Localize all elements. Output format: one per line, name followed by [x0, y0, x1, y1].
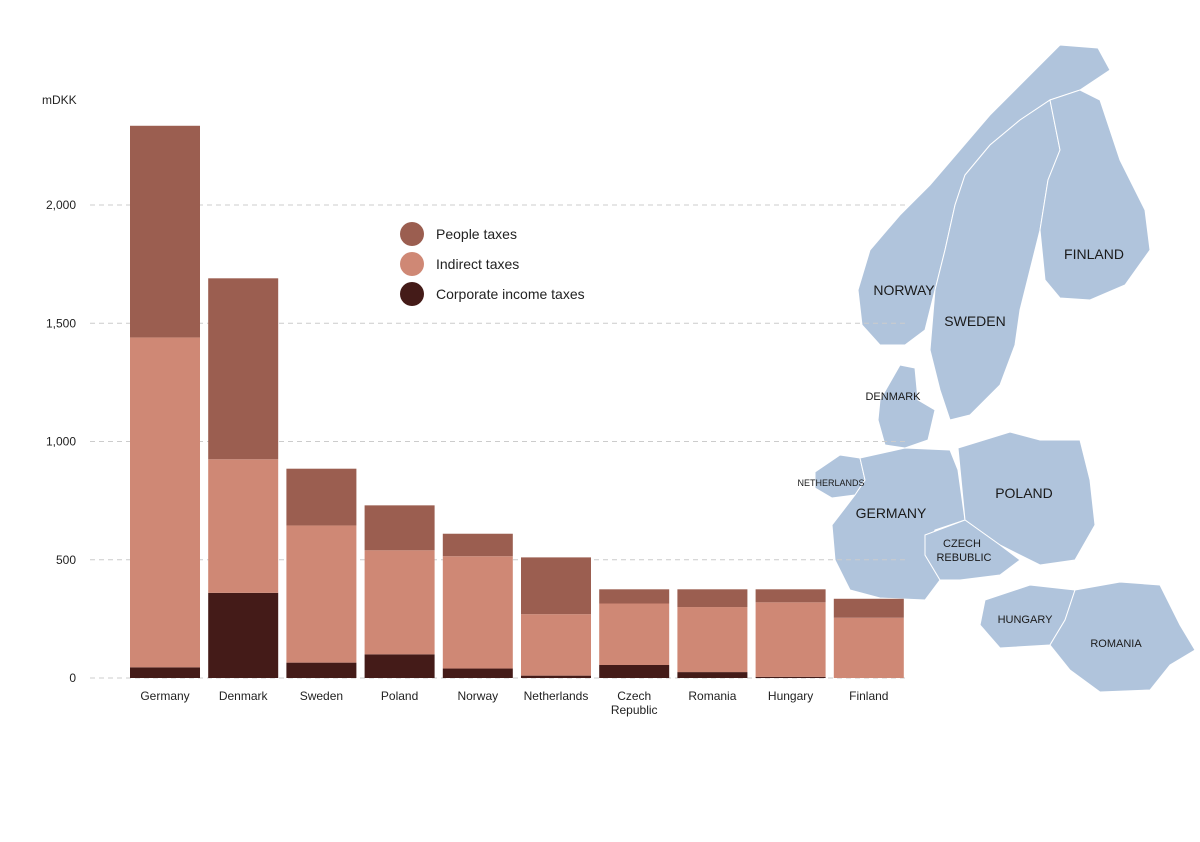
- legend-swatch: [400, 252, 424, 276]
- map-czech: [924, 519, 1021, 581]
- x-tick-label: Czech: [617, 689, 651, 703]
- bar-segment: [599, 603, 670, 665]
- bar-segment: [130, 125, 200, 338]
- map-denmark: [877, 364, 936, 449]
- bar-segment: [599, 589, 670, 604]
- map-label-norway: NORWAY: [873, 282, 935, 298]
- map-label-czech-line1: CZECH: [943, 538, 981, 550]
- bar-segment: [755, 589, 826, 603]
- bar-segment: [286, 525, 357, 663]
- legend-label: Corporate income taxes: [436, 286, 585, 302]
- map-label-denmark: DENMARK: [865, 391, 921, 403]
- legend-label: Indirect taxes: [436, 256, 519, 272]
- legend-label: People taxes: [436, 226, 517, 242]
- bar-segment: [677, 589, 748, 608]
- map-finland: [1039, 89, 1151, 301]
- bar-segment: [833, 598, 904, 618]
- y-unit-label: mDKK: [42, 93, 77, 107]
- x-tick-label: Sweden: [300, 689, 343, 703]
- legend-swatch: [400, 282, 424, 306]
- bars: [130, 125, 904, 678]
- x-tick-label: Denmark: [219, 689, 269, 703]
- map-label-czech-line2: REBUBLIC: [936, 552, 991, 564]
- bar-segment: [521, 614, 591, 676]
- bar-segment: [755, 602, 826, 677]
- x-axis-labels: Germany Denmark Sweden Poland Norway Netherla…: [140, 689, 888, 717]
- legend: People taxes Indirect taxes Corporate inco…: [400, 222, 585, 306]
- bar-segment: [286, 662, 357, 678]
- bar-segment: [677, 607, 748, 673]
- x-tick-label: Hungary: [768, 689, 813, 703]
- y-tick-label: 1,000: [46, 435, 76, 449]
- map-sweden: [929, 99, 1061, 421]
- y-axis-ticks: 0 500 1,000 1,500 2,000: [46, 198, 76, 685]
- x-tick-label: Romania: [688, 689, 736, 703]
- map-label-sweden: SWEDEN: [944, 313, 1005, 329]
- y-tick-label: 500: [56, 553, 76, 567]
- bar-segment: [677, 672, 748, 678]
- x-tick-label: Republic: [611, 703, 658, 717]
- map-label-netherlands: NETHERLANDS: [797, 478, 864, 488]
- bar-segment: [442, 556, 513, 669]
- map-label-germany: GERMANY: [856, 505, 927, 521]
- bar-segment: [208, 278, 279, 460]
- bar-segment: [521, 557, 591, 615]
- bar-segment: [208, 459, 279, 593]
- bar-segment: [599, 664, 670, 678]
- bar-segment: [442, 533, 513, 557]
- europe-map: NORWAY SWEDEN FINLAND DENMARK NETHERLAND…: [797, 44, 1196, 693]
- y-tick-label: 2,000: [46, 198, 76, 212]
- bar-segment: [130, 337, 200, 668]
- map-label-poland: POLAND: [995, 485, 1053, 501]
- bar-segment: [130, 667, 200, 678]
- bar-segment: [364, 550, 435, 655]
- y-tick-label: 1,500: [46, 316, 76, 330]
- x-tick-label: Netherlands: [524, 689, 589, 703]
- bar-segment: [364, 505, 435, 551]
- map-label-finland: FINLAND: [1064, 246, 1124, 262]
- bar-segment: [833, 617, 904, 678]
- x-tick-label: Poland: [381, 689, 418, 703]
- x-tick-label: Germany: [140, 689, 189, 703]
- bar-segment: [208, 592, 279, 678]
- map-germany: [831, 447, 966, 601]
- bar-segment: [442, 668, 513, 678]
- x-tick-label: Norway: [457, 689, 498, 703]
- map-label-hungary: HUNGARY: [998, 614, 1053, 626]
- map-romania: [1049, 581, 1196, 693]
- legend-swatch: [400, 222, 424, 246]
- bar-segment: [755, 676, 826, 678]
- bar-segment: [286, 468, 357, 526]
- bar-segment: [364, 654, 435, 678]
- y-tick-label: 0: [69, 671, 76, 685]
- map-label-romania: ROMANIA: [1090, 638, 1142, 650]
- bar-segment: [521, 675, 591, 678]
- x-tick-label: Finland: [849, 689, 888, 703]
